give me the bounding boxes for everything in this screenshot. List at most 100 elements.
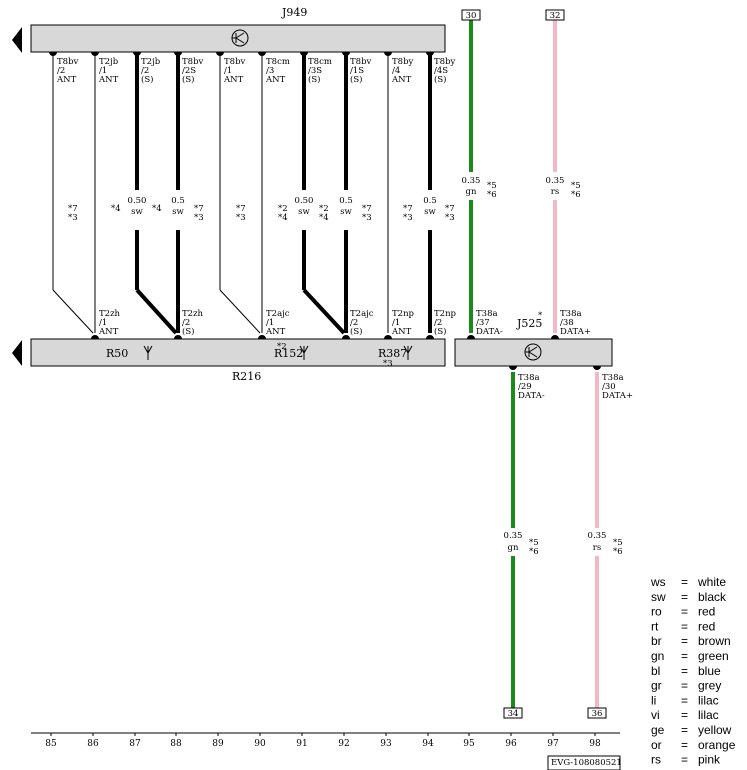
ref-marker: *5 <box>487 181 497 191</box>
connector-label: T8bv <box>182 57 204 67</box>
antenna-icon <box>299 345 309 360</box>
component-r216-box[interactable] <box>30 338 446 367</box>
column-number: 93 <box>380 739 392 749</box>
ref-r387: *3 <box>383 359 393 369</box>
ref-marker: *3 <box>445 213 455 223</box>
legend-code: ws <box>650 575 666 589</box>
ref-j525: * <box>538 311 543 321</box>
connector-label: T8by <box>392 57 414 67</box>
connector-label: T2zh <box>99 309 121 319</box>
connector-label: T8by <box>434 57 456 67</box>
column-number: 88 <box>170 739 182 749</box>
ref-marker: *7 <box>362 204 372 214</box>
component-r216-label: R216 <box>232 370 261 383</box>
column-number: 97 <box>547 739 559 749</box>
top-connector-labels: T8bv /2 ANT T2jb /1 ANT T2jb /2 (S) T8bv… <box>56 57 456 85</box>
pin-label: /2 <box>57 66 65 76</box>
legend-name: lilac <box>698 708 719 722</box>
column-number: 91 <box>296 739 307 749</box>
ref-marker: *6 <box>571 190 581 200</box>
connector-label: T38a <box>476 309 498 319</box>
legend-code: gn <box>651 649 664 663</box>
page-link-arrow-bottom[interactable] <box>12 340 22 366</box>
wire-size-label: 0.5 <box>339 196 353 206</box>
signal-label: ANT <box>223 75 244 85</box>
signal-label: ANT <box>98 327 119 337</box>
pin-label: /30 <box>602 382 616 392</box>
page-link-arrow-top[interactable] <box>12 27 22 53</box>
pin-label: /1S <box>350 66 364 76</box>
signal-label: (S) <box>182 74 194 85</box>
signal-label: DATA+ <box>602 391 633 401</box>
component-j949-box[interactable] <box>30 24 446 53</box>
legend-name: orange <box>698 738 736 752</box>
signal-label: (S) <box>350 326 362 337</box>
legend-name: black <box>698 590 727 604</box>
wire-size-label: 0.35 <box>588 531 607 541</box>
component-r387-label: R387 <box>378 347 407 360</box>
signal-label: (S) <box>350 74 362 85</box>
wire-85[interactable] <box>52 55 94 334</box>
column-number: 87 <box>129 739 141 749</box>
connector-label: T2np <box>434 309 457 319</box>
wire-91[interactable] <box>302 55 346 335</box>
legend-code: ge <box>651 723 665 737</box>
ref-r152: *2 <box>277 342 287 352</box>
terminal-box <box>503 707 523 719</box>
component-j525-box[interactable] <box>454 338 613 367</box>
legend-eq: = <box>681 590 688 604</box>
connector-label: T2jb <box>99 57 119 67</box>
column-numbers: 85 86 87 88 89 90 91 92 93 94 95 96 97 98 <box>45 733 601 749</box>
connector-label: T2ajc <box>266 309 290 319</box>
ref-marker: *6 <box>529 547 539 557</box>
wire-87[interactable] <box>135 55 178 335</box>
signal-label: ANT <box>98 75 119 85</box>
signal-label: (S) <box>434 326 446 337</box>
ref-marker: *2 <box>319 204 329 214</box>
terminal-box-label: 30 <box>466 11 477 21</box>
wire-size-label: 0.5 <box>171 196 185 206</box>
pin-label: /29 <box>518 382 532 392</box>
pin-label: /3 <box>266 66 274 76</box>
legend-name: lilac <box>698 693 719 707</box>
ref-marker: *7 <box>445 204 455 214</box>
legend-name: red <box>698 619 715 633</box>
wire-89[interactable] <box>219 55 261 334</box>
component-j525-label: J525 <box>516 317 542 330</box>
legend-eq: = <box>681 723 688 737</box>
wire-size-label: 0.35 <box>504 531 523 541</box>
pin-label: /1 <box>99 66 107 76</box>
signal-label: ANT <box>265 327 286 337</box>
pin-label: /3S <box>308 66 322 76</box>
connector-label: T8cm <box>308 57 332 67</box>
legend-code: rs <box>651 753 661 767</box>
ref-marker: *4 <box>319 213 329 223</box>
wire-color-label: gn <box>466 187 477 197</box>
component-r50-label: R50 <box>106 347 128 360</box>
ref-marker: *3 <box>194 213 204 223</box>
legend-name: red <box>698 605 715 619</box>
legend-name: white <box>697 575 726 589</box>
signal-label: DATA+ <box>560 327 591 337</box>
terminal-box-label: 32 <box>550 11 561 21</box>
ref-marker: *6 <box>613 547 623 557</box>
legend-code: sw <box>651 590 666 604</box>
connector-label: T2np <box>392 309 415 319</box>
signal-label: (S) <box>182 326 194 337</box>
ref-marker: *5 <box>613 538 623 548</box>
legend-eq: = <box>681 693 688 707</box>
legend-eq: = <box>681 738 688 752</box>
signal-label: (S) <box>308 74 320 85</box>
pin-label: /1 <box>99 318 107 328</box>
terminal-box <box>461 9 481 21</box>
legend-name: grey <box>698 679 721 693</box>
column-number: 94 <box>422 739 434 749</box>
legend-code: or <box>651 738 662 752</box>
ref-marker: *3 <box>68 213 78 223</box>
wire-size-label: 0.5 <box>423 196 437 206</box>
transistor-icon <box>231 29 249 47</box>
component-j949-label: J949 <box>281 6 307 19</box>
legend-eq: = <box>681 753 688 767</box>
connector-label: T38a <box>602 373 624 383</box>
signal-label: DATA- <box>518 391 545 401</box>
